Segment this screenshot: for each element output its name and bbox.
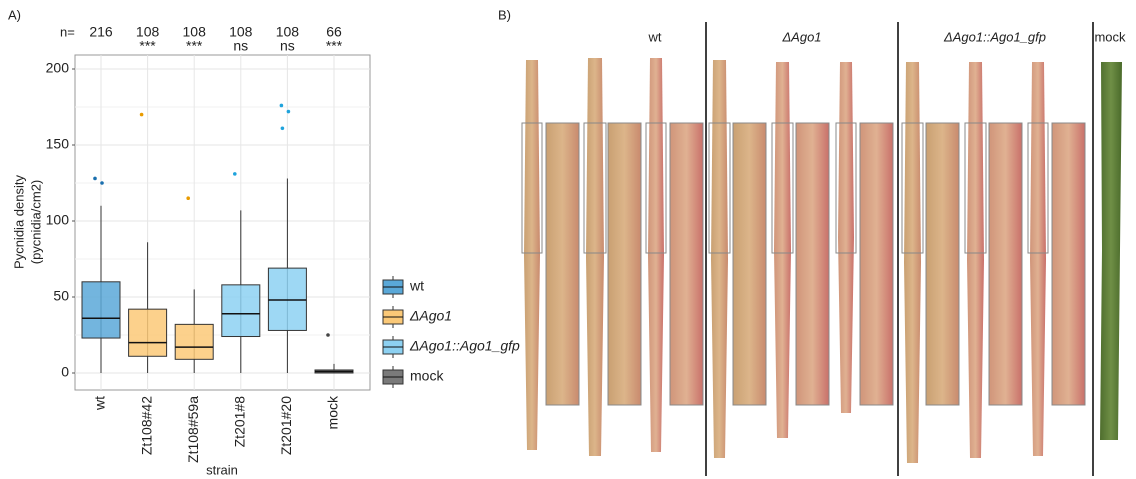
group-label: mock: [1094, 29, 1126, 44]
zoom-outline: [771, 122, 794, 254]
outlier-point: [280, 126, 285, 131]
outlier-point: [186, 196, 190, 200]
zoom-view: [988, 122, 1023, 406]
x-tick-label: Zt201#8: [232, 396, 248, 448]
significance: ***: [326, 38, 343, 54]
y-tick-label: 100: [46, 212, 70, 228]
y-tick-label: 200: [46, 60, 70, 76]
leaf: [586, 58, 604, 456]
outlier-point: [139, 112, 144, 117]
leaf: [774, 62, 791, 438]
leaf: [838, 62, 854, 413]
box: [81, 281, 121, 339]
zoom-outline: [901, 122, 924, 254]
zoom-outline: [708, 122, 731, 254]
outlier-point: [279, 103, 284, 108]
n-count: 108: [136, 24, 160, 40]
zoom-view: [669, 122, 704, 406]
panel-label: A): [8, 7, 21, 22]
plot-panel: [74, 54, 371, 391]
significance: ***: [139, 38, 156, 54]
zoom-outline: [964, 122, 987, 254]
outlier-point: [233, 172, 237, 176]
leaf: [904, 62, 921, 463]
n-prefix: n=: [60, 24, 75, 39]
x-title: strain: [206, 462, 238, 477]
significance: ns: [233, 38, 248, 54]
y-subtitle: (pycnidia/cm2): [28, 180, 43, 265]
leaf: [648, 58, 664, 452]
leaf-photos: [521, 58, 1122, 463]
n-count: 66: [326, 24, 342, 40]
significance: ns: [280, 38, 295, 54]
significance: ***: [186, 38, 203, 54]
panel-label: B): [498, 7, 511, 22]
leaf: [711, 60, 728, 458]
zoom-view: [545, 122, 580, 406]
y-tick-label: 50: [53, 288, 69, 304]
x-tick-label: Zt108#59a: [185, 396, 201, 463]
n-count: 216: [89, 24, 113, 40]
x-tick-label: Zt201#20: [278, 396, 294, 455]
outlier-point: [100, 181, 104, 185]
outlier-point: [286, 109, 291, 114]
n-count: 108: [276, 24, 300, 40]
box: [267, 267, 307, 331]
box: [174, 323, 214, 360]
group-label: ΔAgo1: [781, 29, 821, 44]
zoom-outline: [583, 122, 607, 254]
zoom-view: [732, 122, 767, 406]
y-title: Pycnidia density: [11, 175, 26, 269]
y-tick-label: 0: [61, 364, 69, 380]
box: [221, 284, 261, 338]
zoom-outline: [1027, 122, 1049, 254]
zoom-outline: [645, 122, 667, 254]
legend-label: ΔAgo1: [409, 308, 452, 324]
group-label: ΔAgo1::Ago1_gfp: [943, 29, 1046, 44]
zoom-view: [859, 122, 894, 406]
zoom-outline: [521, 122, 543, 254]
leaf: [524, 60, 540, 450]
box: [128, 308, 168, 357]
n-count: 108: [183, 24, 207, 40]
y-tick-label: 150: [46, 136, 70, 152]
leaf: [967, 62, 984, 458]
zoom-outline: [835, 122, 857, 254]
legend-label: wt: [409, 278, 424, 294]
legend-label: ΔAgo1::Ago1_gfp: [409, 338, 520, 354]
outlier-point: [326, 333, 330, 337]
x-tick-label: mock: [325, 395, 341, 429]
group-label: wt: [648, 29, 662, 44]
x-tick-label: wt: [92, 396, 108, 411]
legend-label: mock: [410, 368, 444, 384]
zoom-view: [795, 122, 830, 406]
leaf: [1100, 62, 1122, 440]
zoom-view: [1051, 122, 1086, 406]
zoom-view: [925, 122, 960, 406]
x-tick-label: Zt108#42: [138, 396, 154, 455]
leaf: [1030, 62, 1046, 456]
zoom-view: [607, 122, 642, 406]
outlier-point: [93, 176, 97, 181]
n-count: 108: [229, 24, 253, 40]
